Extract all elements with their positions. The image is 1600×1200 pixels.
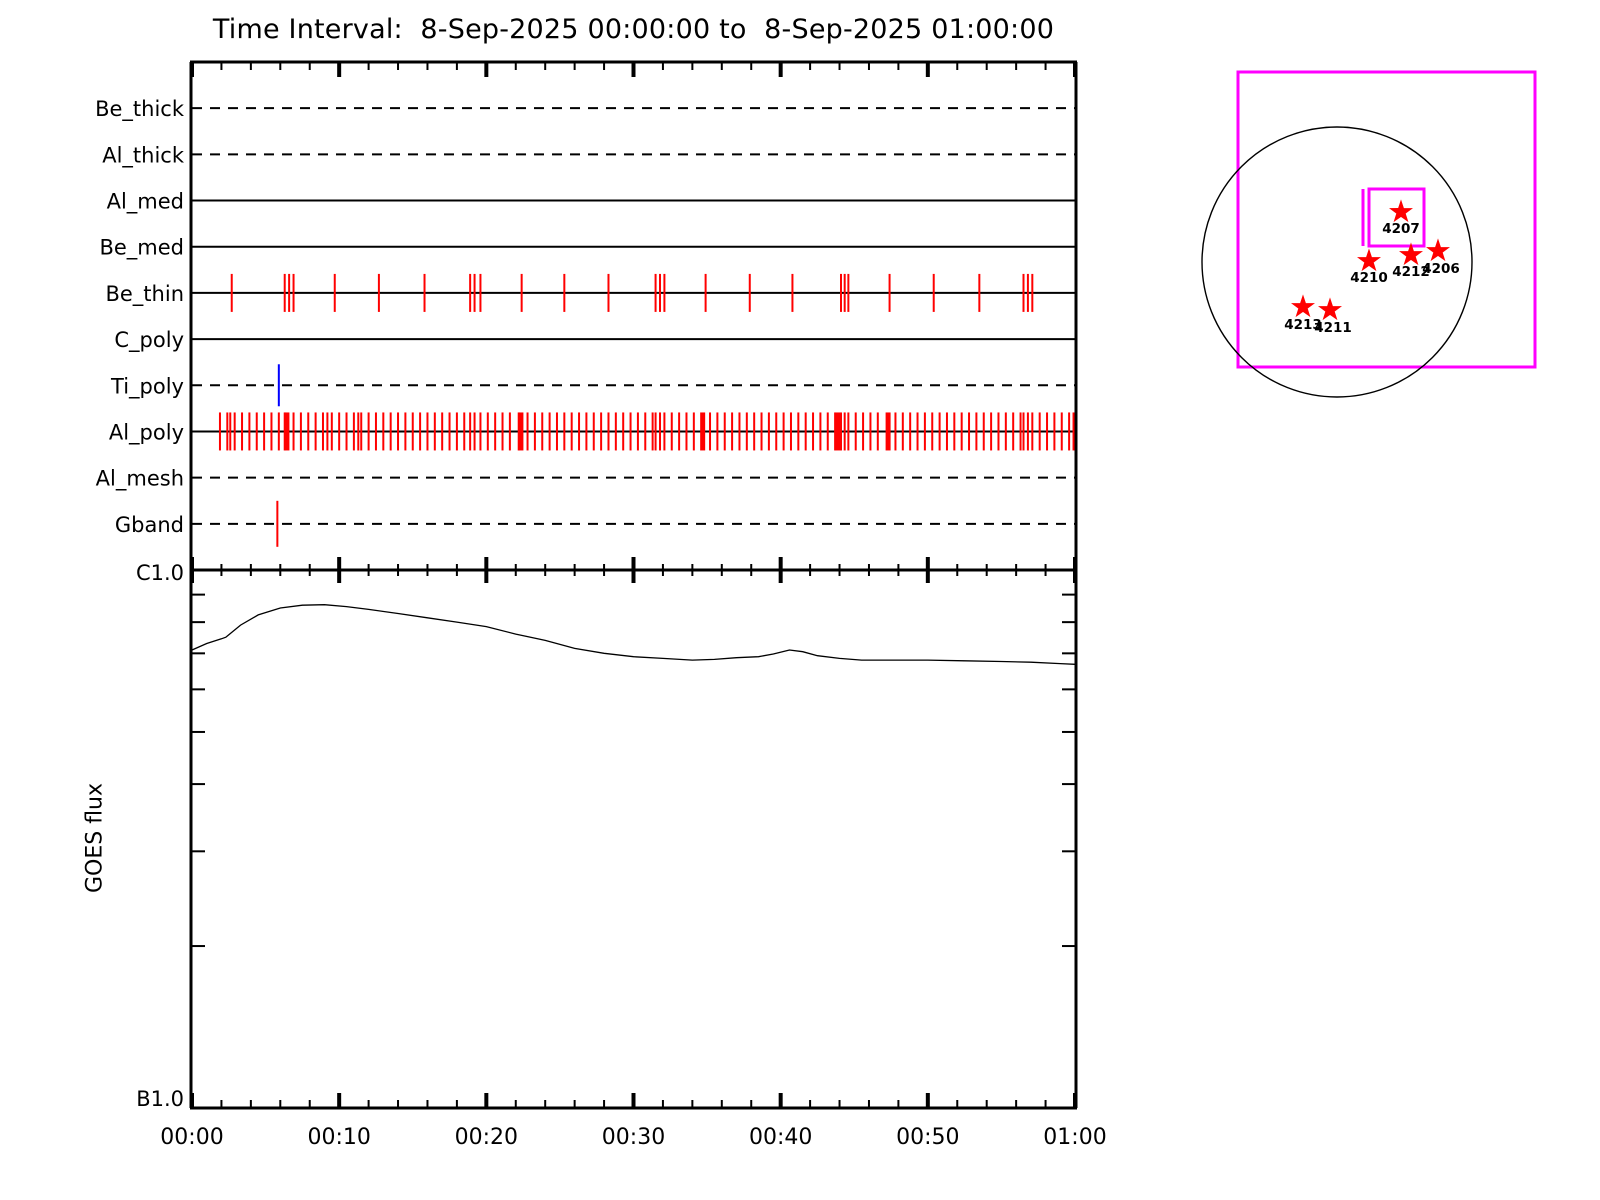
solar-limb-circle — [1201, 126, 1473, 398]
active-region-star-4213 — [1290, 294, 1316, 318]
goes-c1-tick-label: C1.0 — [135, 561, 184, 585]
filter-row-label-Al_thick: Al_thick — [102, 143, 185, 168]
filter-row-label-Be_med: Be_med — [99, 236, 184, 261]
active-region-star-4212 — [1398, 242, 1424, 266]
active-region-star-4207 — [1388, 199, 1414, 223]
active-region-label-4212: 4212 — [1392, 264, 1430, 280]
time-axis-label: 00:30 — [602, 1125, 665, 1150]
filter-row-label-Al_mesh: Al_mesh — [96, 467, 184, 492]
filter-row-label-Gband: Gband — [115, 513, 184, 537]
time-axis-label: 00:10 — [307, 1125, 370, 1150]
filter-row-label-Al_poly: Al_poly — [109, 420, 184, 445]
time-interval-title: Time Interval: 8-Sep-2025 00:00:00 to 8-… — [212, 14, 1055, 45]
filter-row-label-Al_med: Al_med — [107, 190, 184, 215]
goes-flux-curve — [191, 604, 1076, 665]
time-axis-label: 00:50 — [896, 1125, 959, 1150]
time-axis-label: 00:40 — [749, 1125, 812, 1150]
filter-row-label-Be_thin: Be_thin — [105, 282, 184, 307]
active-region-label-4206: 4206 — [1422, 261, 1460, 277]
active-region-label-4211: 4211 — [1314, 320, 1352, 336]
time-axis-label: 00:20 — [455, 1125, 518, 1150]
filter-row-label-Ti_poly: Ti_poly — [110, 374, 184, 399]
active-region-label-4213: 4213 — [1284, 317, 1322, 333]
filter-row-label-Be_thick: Be_thick — [95, 97, 185, 122]
time-axis-label: 00:00 — [160, 1125, 223, 1150]
goes-b1-tick-label: B1.0 — [136, 1087, 184, 1111]
goes-flux-axis-label: GOES flux — [82, 782, 108, 894]
fov-box — [1236, 70, 1537, 369]
active-region-star-4206 — [1425, 238, 1451, 262]
active-region-label-4210: 4210 — [1350, 270, 1388, 286]
filter-row-label-C_poly: C_poly — [114, 328, 184, 353]
target-region-box — [1367, 187, 1426, 248]
time-axis-label: 01:00 — [1043, 1125, 1106, 1150]
active-region-star-4210 — [1356, 248, 1382, 272]
active-region-label-4207: 4207 — [1382, 221, 1420, 237]
active-region-star-4211 — [1317, 297, 1343, 321]
